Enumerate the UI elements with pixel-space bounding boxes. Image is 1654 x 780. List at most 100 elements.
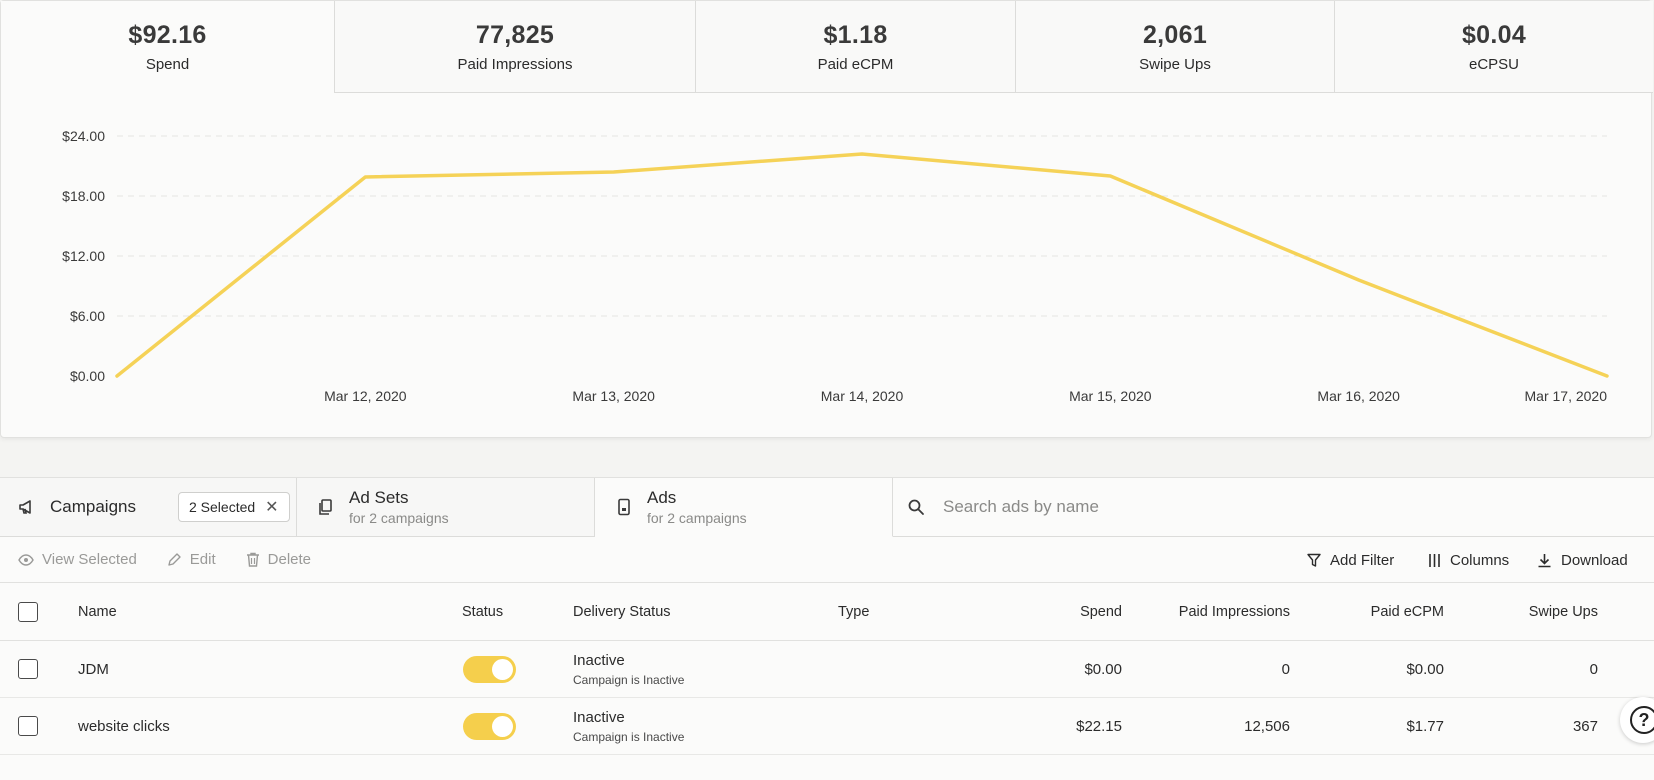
phone-icon — [615, 498, 633, 516]
help-icon: ? — [1630, 706, 1654, 734]
y-tick-label: $12.00 — [62, 248, 105, 264]
view-selected-button[interactable]: View Selected — [18, 551, 137, 568]
table-row[interactable]: website clicks Inactive Campaign is Inac… — [0, 698, 1654, 755]
action-toolbar: View Selected Edit Delete Add Filter Col… — [0, 537, 1654, 583]
row-name[interactable]: website clicks — [78, 717, 170, 735]
nav-campaigns-label: Campaigns — [50, 497, 136, 516]
toggle-knob — [492, 658, 513, 680]
metrics-card: $92.16 Spend 77,825 Paid Impressions $1.… — [0, 0, 1653, 438]
close-icon[interactable]: ✕ — [265, 499, 279, 516]
selected-chip[interactable]: 2 Selected ✕ — [178, 492, 290, 522]
metric-tab-paid-impressions[interactable]: 77,825 Paid Impressions — [334, 1, 695, 93]
row-status-cell — [463, 698, 516, 754]
nav-ads-label: Ads — [647, 488, 677, 507]
download-icon — [1538, 553, 1551, 567]
x-tick-label: Mar 14, 2020 — [821, 388, 904, 404]
row-swipe-ups: 0 — [1589, 660, 1598, 678]
row-checkbox[interactable] — [18, 659, 38, 679]
header-name[interactable]: Name — [78, 603, 117, 620]
nav-ad-sets[interactable]: Ad Sets for 2 campaigns — [297, 478, 595, 537]
add-filter-button[interactable]: Add Filter — [1307, 537, 1394, 583]
help-button[interactable]: ? — [1620, 697, 1654, 743]
delete-label: Delete — [267, 551, 312, 568]
chart-svg: $0.00 $6.00 $12.00 $18.00 $24.00 Mar 12, 2020… — [62, 128, 1609, 404]
y-tick-label: $0.00 — [70, 368, 105, 384]
status-toggle[interactable] — [463, 655, 516, 683]
x-tick-label: Mar 15, 2020 — [1069, 388, 1152, 404]
filter-icon — [1307, 553, 1321, 567]
select-all-cell — [18, 583, 38, 640]
metric-tab-ecpsu[interactable]: $0.04 eCPSU — [1334, 1, 1653, 93]
nav-ad-sets-text: Ad Sets for 2 campaigns — [349, 488, 449, 526]
eye-icon — [18, 553, 34, 566]
row-swipe-ups: 367 — [1572, 717, 1598, 735]
search-input[interactable] — [943, 497, 1543, 517]
pencil-icon — [168, 553, 181, 566]
metric-label: eCPSU — [1468, 55, 1520, 73]
delivery-status: Inactive Campaign is Inactive — [573, 652, 684, 687]
row-select-cell — [18, 698, 38, 754]
header-status[interactable]: Status — [462, 603, 504, 620]
delivery-status-sub: Campaign is Inactive — [573, 672, 685, 687]
row-name[interactable]: JDM — [78, 660, 109, 678]
edit-button[interactable]: Edit — [167, 551, 216, 568]
metric-tab-spend[interactable]: $92.16 Spend — [1, 1, 334, 93]
metric-value: $92.16 — [128, 20, 207, 49]
metric-tab-paid-ecpm[interactable]: $1.18 Paid eCPM — [695, 1, 1015, 93]
table-row[interactable]: JDM Inactive Campaign is Inactive $0.00 … — [0, 641, 1654, 698]
megaphone-icon — [18, 498, 36, 516]
spend-line-chart: $0.00 $6.00 $12.00 $18.00 $24.00 Mar 12, 2020… — [1, 93, 1653, 433]
metric-tab-swipe-ups[interactable]: 2,061 Swipe Ups — [1015, 1, 1334, 93]
row-select-cell — [18, 641, 38, 697]
selected-chip-label: 2 Selected — [189, 499, 256, 515]
row-delivery-cell: Inactive Campaign is Inactive — [573, 698, 684, 754]
row-paid-impressions: 0 — [1281, 660, 1290, 678]
search-bar — [893, 478, 1654, 537]
search-icon — [907, 498, 925, 516]
status-toggle[interactable] — [463, 712, 516, 740]
download-button[interactable]: Download — [1537, 537, 1628, 583]
metric-value: 2,061 — [1142, 20, 1208, 49]
header-paid-ecpm[interactable]: Paid eCPM — [1370, 603, 1444, 620]
header-delivery-status[interactable]: Delivery Status — [573, 603, 671, 620]
metric-label: Paid Impressions — [457, 55, 573, 73]
spend-series-line — [115, 152, 1609, 378]
edit-label: Edit — [189, 551, 216, 568]
header-type[interactable]: Type — [838, 603, 870, 620]
x-tick-label: Mar 12, 2020 — [324, 388, 407, 404]
row-delivery-cell: Inactive Campaign is Inactive — [573, 641, 684, 697]
delivery-status: Inactive Campaign is Inactive — [573, 709, 684, 744]
delivery-status-label: Inactive — [573, 708, 625, 726]
header-paid-impressions[interactable]: Paid Impressions — [1178, 603, 1290, 620]
nav-ad-sets-label: Ad Sets — [349, 488, 409, 507]
view-selected-label: View Selected — [42, 551, 137, 568]
row-paid-impressions: 12,506 — [1244, 717, 1290, 735]
nav-ads[interactable]: Ads for 2 campaigns — [595, 478, 893, 537]
download-label: Download — [1561, 551, 1628, 569]
table-card: Campaigns 2 Selected ✕ Ad Sets for 2 cam… — [0, 477, 1654, 780]
select-all-checkbox[interactable] — [18, 601, 38, 622]
copy-icon — [317, 498, 335, 516]
metric-value: $1.18 — [823, 20, 888, 49]
add-filter-label: Add Filter — [1330, 551, 1395, 569]
nav-ad-sets-sub: for 2 campaigns — [349, 510, 449, 526]
header-swipe-ups[interactable]: Swipe Ups — [1528, 603, 1598, 620]
metric-label: Spend — [145, 55, 190, 73]
metric-tabs: $92.16 Spend 77,825 Paid Impressions $1.… — [1, 1, 1653, 93]
delivery-status-sub: Campaign is Inactive — [573, 729, 685, 744]
header-spend[interactable]: Spend — [1080, 603, 1122, 620]
nav-campaigns[interactable]: Campaigns 2 Selected ✕ — [0, 478, 297, 537]
row-spend: $22.15 — [1076, 717, 1122, 735]
row-status-cell — [463, 641, 516, 697]
row-paid-ecpm: $0.00 — [1406, 660, 1444, 678]
y-tick-label: $6.00 — [70, 308, 105, 324]
x-tick-label: Mar 13, 2020 — [572, 388, 655, 404]
metric-value: 77,825 — [475, 20, 555, 49]
columns-button[interactable]: Columns — [1428, 537, 1509, 583]
y-tick-label: $18.00 — [62, 188, 105, 204]
toggle-knob — [492, 715, 513, 737]
delivery-status-label: Inactive — [573, 651, 625, 669]
delete-button[interactable]: Delete — [246, 551, 311, 568]
row-checkbox[interactable] — [18, 716, 38, 736]
